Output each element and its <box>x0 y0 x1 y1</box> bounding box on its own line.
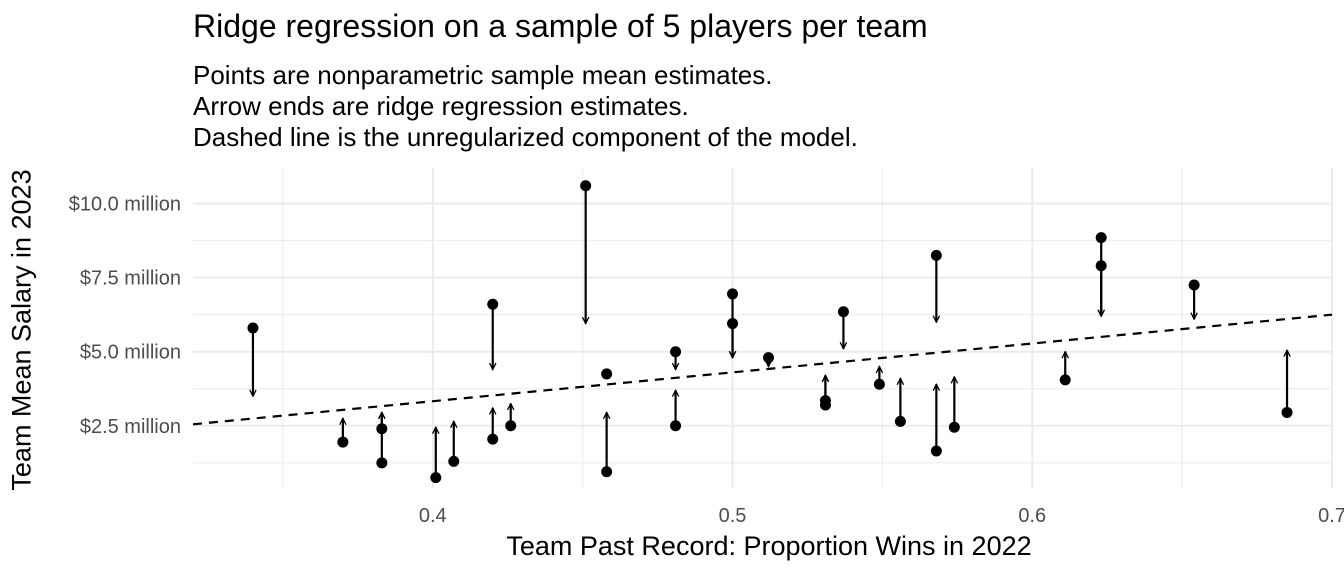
mean-point <box>670 346 682 358</box>
chart-title: Ridge regression on a sample of 5 player… <box>193 8 928 44</box>
chart-subtitle-line-3: Dashed line is the unregularized compone… <box>193 122 858 152</box>
x-axis-label: Team Past Record: Proportion Wins in 202… <box>506 531 1032 561</box>
chart-subtitle-line-1: Points are nonparametric sample mean est… <box>193 60 773 90</box>
mean-point <box>670 420 682 432</box>
mean-point <box>727 288 739 300</box>
x-axis-label-wrap: Team Past Record: Proportion Wins in 202… <box>0 531 1344 562</box>
mean-point <box>873 378 885 390</box>
mean-point <box>894 415 906 427</box>
mean-point <box>819 399 831 411</box>
y-tick-label: $2.5 million <box>80 416 181 438</box>
mean-point <box>1095 260 1107 272</box>
mean-point <box>376 457 388 469</box>
mean-point <box>601 368 613 380</box>
mean-point <box>601 466 613 478</box>
y-tick-label: $5.0 million <box>80 342 181 364</box>
chart-subtitle-line-2: Arrow ends are ridge regression estimate… <box>193 91 689 121</box>
mean-point <box>1281 406 1293 418</box>
minor-gridlines <box>193 168 1332 488</box>
y-axis-label: Team Mean Salary in 2023 <box>6 169 37 491</box>
mean-point <box>930 445 942 457</box>
regression-line <box>192 313 1333 426</box>
mean-point <box>762 352 774 364</box>
mean-point <box>448 455 460 467</box>
mean-point <box>837 306 849 318</box>
ridge-arrows <box>253 185 1287 478</box>
mean-point <box>930 249 942 261</box>
y-tick-label: $10.0 million <box>69 194 181 216</box>
mean-point <box>727 318 739 330</box>
major-gridlines <box>193 168 1333 488</box>
mean-point <box>247 322 259 334</box>
mean-point <box>487 298 499 310</box>
mean-point <box>948 421 960 433</box>
mean-point <box>1095 232 1107 244</box>
mean-point <box>1188 279 1200 291</box>
mean-point <box>505 420 517 432</box>
mean-point <box>1059 374 1071 386</box>
mean-point <box>487 433 499 445</box>
mean-points <box>247 180 1293 484</box>
axis-tick-labels: 0.4 0.5 0.6 0.7 $2.5 million $5.0 million $7.5… <box>69 194 1344 527</box>
dashed-regression-line <box>192 313 1333 426</box>
mean-point <box>430 472 442 484</box>
y-tick-label: $7.5 million <box>80 268 181 290</box>
mean-point <box>337 436 349 448</box>
mean-point <box>580 180 592 192</box>
x-tick-label: 0.5 <box>719 505 747 527</box>
x-tick-label: 0.6 <box>1018 505 1046 527</box>
x-tick-label: 0.4 <box>419 505 447 527</box>
mean-point <box>376 423 388 435</box>
x-tick-label: 0.7 <box>1318 505 1344 527</box>
